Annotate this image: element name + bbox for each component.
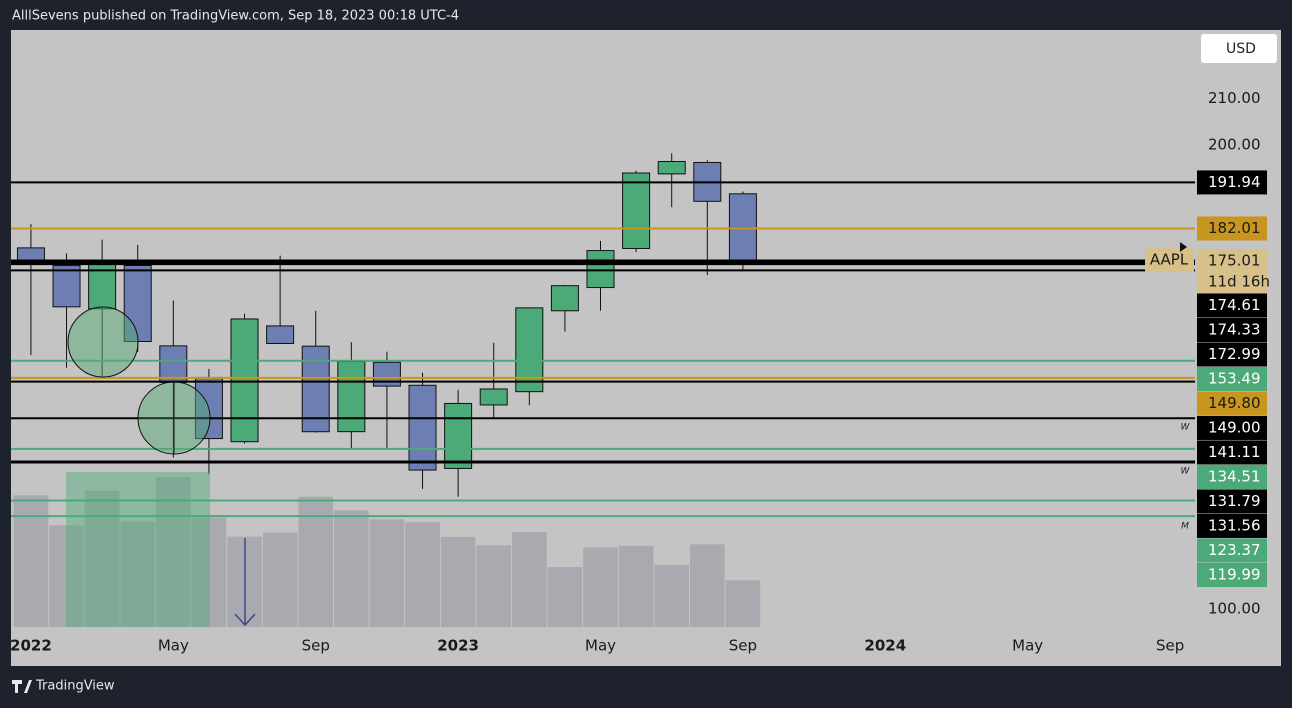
- countdown-label: 11d 16h: [1208, 272, 1270, 290]
- volume-bar: [120, 521, 156, 627]
- volume-bar: [49, 525, 84, 627]
- candle-body: [728, 193, 757, 262]
- candle-body: [230, 318, 259, 443]
- header-title: AlllSevens published on TradingView.com,…: [12, 9, 459, 24]
- level-label-box: [1197, 317, 1267, 342]
- volume-bar: [547, 567, 583, 627]
- y-tick-label: 200.00: [1208, 136, 1261, 154]
- currency-button[interactable]: [1201, 34, 1277, 63]
- volume-bar: [13, 495, 49, 627]
- x-tick-label: May: [585, 637, 616, 655]
- x-tick-label: 2023: [437, 637, 479, 655]
- level-label-box: [1197, 391, 1267, 416]
- level-label: 134.51: [1208, 467, 1261, 485]
- volume-bar: [298, 496, 334, 627]
- candle-body: [550, 285, 579, 312]
- level-label: 182.01: [1208, 219, 1261, 237]
- level-label-box: [1197, 415, 1267, 440]
- level-label: 123.37: [1208, 541, 1261, 559]
- level-label: 149.80: [1208, 394, 1261, 412]
- candle-body: [444, 402, 473, 469]
- interval-marker: W: [1181, 423, 1191, 433]
- currency-label: USD: [1226, 41, 1256, 57]
- candle-body: [408, 384, 437, 471]
- logo: [12, 680, 32, 693]
- footer-brand: TradingView: [35, 679, 115, 694]
- level-label-box: [1197, 562, 1267, 587]
- candle-body: [515, 307, 544, 393]
- volume-bar: [156, 477, 191, 627]
- y-tick-label: 100.00: [1208, 599, 1261, 617]
- arrow: [234, 538, 256, 627]
- level-label: 153.49: [1208, 369, 1261, 387]
- interval-marker: M: [1181, 522, 1189, 532]
- candle-body: [586, 250, 615, 289]
- volume-bar: [369, 519, 405, 627]
- volume-bar: [690, 544, 725, 627]
- volume-bar: [654, 564, 690, 627]
- interval-marker: W: [1181, 467, 1191, 477]
- plot: [11, 153, 1195, 627]
- level-label: 141.11: [1208, 443, 1261, 461]
- volume-highlight: [66, 472, 210, 627]
- level-label: 131.79: [1208, 492, 1261, 510]
- x-tick-label: 2024: [864, 637, 906, 655]
- level-label: 119.99: [1208, 565, 1261, 583]
- last-price-label: 175.01: [1208, 251, 1261, 269]
- highlight-circle: [67, 306, 139, 378]
- volume-bar: [440, 536, 476, 627]
- x-tick-label: May: [1012, 637, 1043, 655]
- volume-bar: [476, 545, 512, 627]
- volume-bar: [512, 532, 547, 627]
- candle-body: [479, 388, 508, 406]
- level-label-box: [1197, 489, 1267, 514]
- level-label: 174.33: [1208, 320, 1261, 338]
- level-label-box: [1197, 293, 1267, 318]
- level-label-box: [1197, 440, 1267, 465]
- candle-body: [337, 360, 366, 433]
- level-label-box: [1197, 538, 1267, 563]
- x-tick-label: May: [158, 637, 189, 655]
- volume-bar: [334, 510, 369, 627]
- level-label: 172.99: [1208, 345, 1261, 363]
- volume-bar: [583, 547, 618, 627]
- level-label: 149.00: [1208, 418, 1261, 436]
- level-label-box: [1197, 464, 1267, 489]
- level-label-box: [1197, 342, 1267, 367]
- overlay: 2022 May Sep 2023 May Sep 2024 May Sep 210.00 200.…: [10, 89, 1270, 654]
- level-label-box: [1197, 216, 1267, 241]
- volume-bar: [191, 517, 227, 627]
- level-label: 174.61: [1208, 296, 1261, 314]
- volume-bar: [618, 545, 654, 627]
- x-tick-label: Sep: [302, 637, 330, 655]
- level-label: 131.56: [1208, 516, 1261, 534]
- last-price-box: [1197, 248, 1267, 293]
- level-label: 191.94: [1208, 173, 1261, 191]
- candle-body: [52, 265, 81, 308]
- x-tick-label: Sep: [729, 637, 757, 655]
- symbol-tag: [1145, 247, 1194, 272]
- symbol-label: AAPL: [1150, 250, 1189, 268]
- volume-bar: [405, 522, 440, 627]
- candle-body: [159, 345, 188, 383]
- volume-bar: [725, 580, 761, 627]
- level-label-box: [1197, 170, 1267, 195]
- candle-body: [372, 361, 401, 387]
- x-tick-label: Sep: [1156, 637, 1184, 655]
- level-label-box: [1197, 366, 1267, 391]
- y-tick-label: 210.00: [1208, 89, 1261, 107]
- volume-bar: [262, 532, 298, 627]
- candle-body: [622, 172, 651, 249]
- price-pointer: [1180, 241, 1187, 252]
- candle-body: [657, 161, 686, 175]
- candle-body: [266, 325, 295, 344]
- volume-bar: [84, 490, 120, 627]
- x-tick-label: 2022: [10, 637, 52, 655]
- level-label-box: [1197, 513, 1267, 538]
